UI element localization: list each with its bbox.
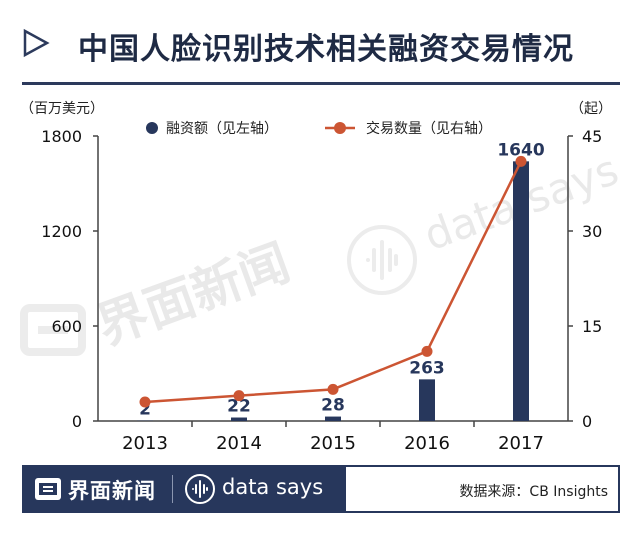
left-tick-label: 1800 [41, 127, 82, 146]
trade-count-point [327, 383, 339, 395]
left-tick-label: 600 [51, 317, 82, 336]
trade-count-point [421, 345, 433, 357]
left-axis-label: （百万美元） [20, 101, 104, 117]
footer: 界面新闻 data says 数据来源：CB Insights [22, 465, 620, 513]
bar [513, 161, 529, 422]
legend-line-dot [334, 122, 346, 134]
x-tick-label: 2014 [216, 433, 262, 454]
right-axis-label: （起） [570, 101, 612, 117]
bar-data-label: 2 [139, 400, 151, 420]
left-tick-label: 0 [72, 412, 82, 431]
x-tick-label: 2013 [122, 433, 168, 454]
right-tick-label: 30 [582, 222, 602, 241]
bar [325, 416, 341, 421]
footer-tagline: data says [222, 475, 324, 499]
bar [231, 417, 247, 421]
line-series [139, 155, 527, 408]
bar-data-label: 28 [321, 396, 345, 416]
trade-count-point [139, 396, 151, 408]
trade-count-point [233, 390, 245, 402]
trade-count-point [515, 155, 527, 167]
x-tick-label: 2016 [404, 433, 450, 454]
right-tick-label: 15 [582, 317, 602, 336]
footer-divider [172, 475, 173, 503]
bar-data-label: 1640 [497, 140, 544, 160]
right-tick-label: 45 [582, 127, 602, 146]
left-tick-label: 1200 [41, 222, 82, 241]
x-axis-ticks: 2013 2014 2015 2016 2017 [122, 421, 544, 454]
right-tick-label: 0 [582, 412, 592, 431]
x-tick-label: 2015 [310, 433, 356, 454]
source-panel: 数据来源：CB Insights [344, 465, 620, 513]
left-axis-ticks: 0 600 1200 1800 [41, 127, 98, 431]
sound-wave-icon [185, 474, 215, 504]
title-underline [22, 82, 620, 85]
bar-data-label: 263 [409, 358, 445, 378]
jiemian-logo-icon [35, 478, 61, 500]
legend-bar-marker [146, 122, 158, 134]
footer-brand: 界面新闻 [68, 479, 156, 503]
x-tick-label: 2017 [498, 433, 544, 454]
bars [137, 161, 529, 422]
legend: 融资额（见左轴） 交易数量（见右轴） [146, 120, 492, 137]
legend-line-label: 交易数量（见右轴） [366, 120, 492, 137]
bar-data-label: 22 [227, 397, 251, 417]
right-axis-ticks: 0 15 30 45 [568, 127, 602, 431]
data-source: 数据来源：CB Insights [459, 484, 608, 500]
title-bar: 中国人脸识别技术相关融资交易情况 [0, 0, 640, 90]
play-triangle-icon [23, 28, 50, 58]
chart-title: 中国人脸识别技术相关融资交易情况 [78, 32, 574, 67]
legend-bar-label: 融资额（见左轴） [166, 121, 278, 137]
trade-count-line [144, 160, 523, 404]
bar [419, 379, 435, 421]
